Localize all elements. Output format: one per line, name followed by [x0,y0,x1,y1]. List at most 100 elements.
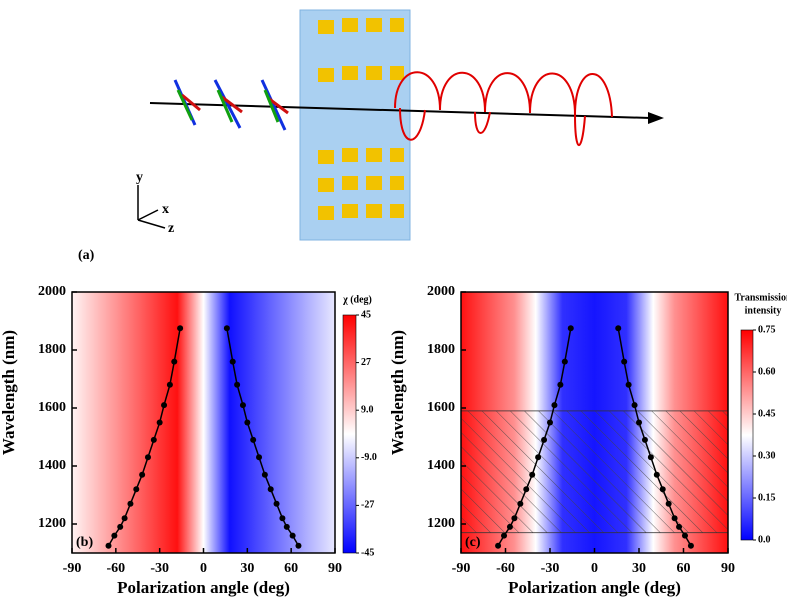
colorbar-tick-label: 0.45 [758,408,776,419]
x-tick-label: -90 [452,561,471,576]
data-point [121,515,128,522]
data-point [541,436,548,443]
x-tick-label: 90 [721,561,735,576]
y-tick-label: 2000 [38,284,66,299]
output-helix-back [399,107,586,147]
data-point [171,358,178,365]
y-axis-label: Wavelength (nm) [0,330,18,455]
panel-label: (b) [76,535,93,550]
heatmap [72,292,335,553]
data-point [523,486,530,493]
data-point [250,436,257,443]
data-point [117,523,124,530]
x-tick-label: -90 [63,561,82,576]
data-point [653,471,660,478]
y-axis-label: Wavelength (nm) [388,330,407,455]
data-point [156,419,163,426]
y-tick-label: 1200 [38,516,66,531]
data-point [261,471,268,478]
y-tick-label: 1800 [38,342,66,357]
data-point [166,381,173,388]
x-axis-label: Polarization angle (deg) [117,578,290,597]
colorbar-tick-label: 0.60 [758,366,776,377]
colorbar-tick-label: 0.15 [758,492,776,503]
data-point [676,523,683,530]
colorbar-title: Transmission [734,292,787,303]
data-point [234,381,241,388]
data-point [641,436,648,443]
data-point [517,500,524,507]
colorbar-tick-label: 0.0 [758,534,771,545]
data-point [561,358,568,365]
data-point [256,454,263,461]
data-point [144,454,151,461]
data-point [636,419,642,426]
data-point [506,523,513,530]
colorbar-title: χ (deg) [342,294,372,305]
colorbar-tick-label: -45 [361,547,374,558]
panel-label: (c) [465,535,481,550]
panel-label: (a) [78,248,95,263]
x-tick-label: 30 [240,561,254,576]
data-point [615,325,622,332]
data-point [244,419,251,426]
data-point [547,419,553,426]
axis-name: x [162,202,169,217]
x-tick-label: -30 [541,561,560,576]
x-tick-label: 60 [284,561,298,576]
data-point [295,542,302,549]
data-point [529,471,536,478]
data-point [283,523,290,530]
y-tick-label: 1400 [427,458,455,473]
x-tick-label: 0 [200,561,207,576]
colorbar-title: intensity [745,305,782,316]
colorbar-tick-label: -9.0 [361,452,377,463]
data-point [671,515,678,522]
output-helix [394,71,613,118]
data-point [127,500,134,507]
illustration: y x z (a) [78,9,664,263]
data-point [177,325,184,332]
data-point [279,515,286,522]
axis-x-arrow [137,209,159,221]
data-point [687,542,694,549]
data-point [659,486,666,493]
colorbar [342,314,357,554]
x-tick-label: 30 [632,561,646,576]
y-tick-label: 1400 [38,458,66,473]
arrow-head [648,112,664,124]
colorbar-tick-label: 27 [361,357,371,368]
axis-z-arrow [137,219,166,229]
data-point [631,402,638,409]
data-point [239,402,246,409]
colorbar-tick-label: 9.0 [361,404,374,415]
data-point [621,358,628,365]
data-point [557,381,564,388]
x-tick-label: 60 [677,561,691,576]
colorbar-tick-label: -27 [361,500,374,511]
antennas [318,18,404,220]
colorbar-tick-label: 0.30 [758,450,776,461]
x-tick-label: -30 [150,561,169,576]
hatch-region [460,410,729,534]
data-point [551,402,558,409]
x-tick-label: 0 [591,561,598,576]
colorbar-tick-label: 0.75 [758,324,776,335]
metasurface [299,9,411,241]
y-tick-label: 2000 [427,284,455,299]
data-point [665,500,672,507]
data-point [229,358,236,365]
data-point [133,486,140,493]
input-waves [173,79,289,131]
data-point [111,532,118,539]
y-tick-label: 1800 [427,342,455,357]
data-point [223,325,230,332]
axis-name: y [136,170,143,185]
data-point [289,532,296,539]
colorbar-tick-label: 45 [361,309,371,320]
data-point [625,381,632,388]
data-point [511,515,518,522]
colorbar [740,329,754,541]
data-point [161,402,168,409]
